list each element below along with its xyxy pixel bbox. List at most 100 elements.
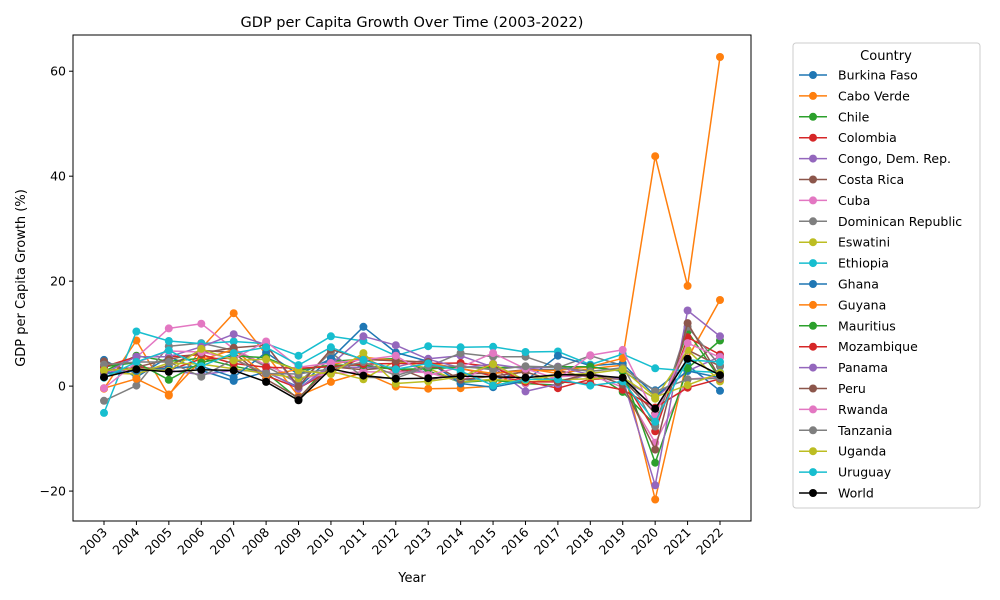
data-point [100, 396, 108, 405]
data-point [359, 371, 368, 380]
data-point [132, 374, 141, 383]
series-line [103, 326, 721, 397]
data-point [424, 342, 433, 351]
legend-item: Ethiopia [799, 256, 889, 271]
x-tick-label: 2021 [661, 525, 694, 558]
legend-item: Costa Rica [799, 172, 904, 187]
series-line [103, 348, 721, 398]
series-line [103, 330, 721, 414]
legend-item: World [799, 486, 874, 501]
data-point [132, 381, 141, 390]
legend-marker [809, 112, 817, 121]
data-point [262, 363, 271, 372]
legend-marker [809, 384, 817, 393]
legend-item: Cuba [799, 193, 870, 208]
data-point [651, 152, 660, 161]
data-point [651, 458, 660, 467]
legend-label: Tanzania [837, 423, 892, 438]
data-point [683, 319, 692, 328]
y-tick-label: 0 [58, 379, 66, 394]
data-point [100, 384, 108, 393]
x-axis-ticks: 2003 2004 2005 2006 2007 2008 2009 2010 2011 2012… [77, 521, 726, 558]
data-point [229, 349, 238, 358]
legend-item: Uruguay [799, 465, 892, 480]
legend-marker [809, 133, 817, 142]
legend-label: Panama [838, 360, 888, 375]
data-point [456, 372, 465, 381]
data-point [618, 373, 627, 382]
plot-frame [72, 34, 752, 522]
legend-label: Dominican Republic [838, 214, 962, 229]
legend-marker [809, 217, 817, 226]
data-point [489, 381, 498, 390]
data-point [651, 495, 660, 504]
legend-label: Mozambique [838, 339, 918, 354]
legend-label: Chile [838, 109, 870, 124]
legend-label: Uganda [838, 444, 886, 459]
data-point [262, 343, 271, 352]
data-point [262, 355, 271, 364]
data-point [294, 396, 303, 405]
series-line [103, 358, 721, 393]
data-point [618, 345, 627, 354]
data-point [229, 366, 238, 375]
data-point [716, 358, 724, 366]
data-point [100, 366, 108, 375]
legend-item: Dominican Republic [799, 214, 962, 229]
legend-marker [809, 447, 817, 456]
series-line [103, 299, 721, 501]
legend-marker [809, 363, 817, 372]
data-point [229, 309, 238, 318]
legend-label: Ethiopia [838, 256, 889, 271]
legend: Country Burkina Faso Cabo Verde Chile Colom… [792, 42, 981, 509]
data-point [683, 354, 692, 363]
data-point [326, 332, 335, 341]
y-tick-label: −20 [40, 484, 66, 499]
legend-item: Eswatini [799, 235, 890, 250]
series-world [100, 354, 724, 413]
x-tick-label: 2004 [109, 524, 142, 557]
x-tick-label: 2022 [693, 525, 726, 558]
legend-item: Colombia [799, 130, 897, 145]
data-point [651, 481, 660, 490]
legend-marker [809, 342, 817, 351]
legend-item: Mozambique [799, 339, 918, 354]
data-point [326, 343, 335, 352]
x-tick-label: 2011 [336, 525, 369, 558]
legend-marker [809, 71, 817, 79]
legend-item: Chile [799, 109, 870, 124]
y-tick-label: 60 [50, 64, 66, 79]
legend-label: Eswatini [838, 235, 890, 250]
legend-marker [809, 468, 817, 477]
data-point [164, 337, 173, 345]
legend-marker [809, 321, 817, 330]
data-point [489, 360, 498, 369]
legend-item: Mauritius [799, 318, 896, 333]
data-point [651, 364, 660, 373]
legend-title: Country [860, 49, 912, 64]
legend-marker [809, 238, 817, 247]
chart-title: GDP per Capita Growth Over Time (2003-20… [241, 15, 584, 31]
data-point [164, 358, 173, 366]
legend-label: Rwanda [838, 402, 888, 417]
x-tick-label: 2005 [142, 525, 175, 558]
data-point [683, 306, 692, 315]
data-point [521, 348, 530, 356]
data-point [586, 371, 595, 380]
data-point [197, 344, 206, 353]
x-tick-label: 2006 [174, 524, 207, 557]
series-line [103, 326, 721, 428]
x-tick-label: 2019 [596, 524, 629, 557]
data-point [326, 364, 335, 373]
legend-marker [809, 154, 817, 163]
legend-label: Colombia [838, 130, 897, 145]
data-point [683, 281, 692, 290]
y-tick-label: 40 [50, 169, 66, 184]
data-point [489, 372, 498, 381]
x-tick-label: 2009 [272, 524, 305, 557]
legend-label: World [838, 486, 874, 501]
legend-marker [809, 91, 817, 100]
data-point [164, 390, 173, 399]
x-tick-label: 2010 [304, 524, 337, 557]
data-point [326, 359, 335, 367]
